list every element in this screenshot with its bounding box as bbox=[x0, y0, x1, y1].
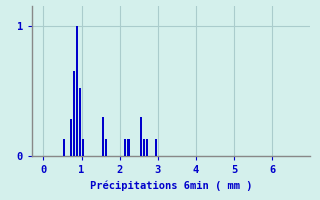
Bar bbox=[143, 139, 145, 156]
Bar bbox=[76, 26, 78, 156]
Bar bbox=[73, 71, 75, 156]
Bar bbox=[140, 117, 142, 156]
Bar bbox=[101, 117, 104, 156]
Bar bbox=[82, 139, 84, 156]
Bar bbox=[146, 139, 148, 156]
Bar bbox=[127, 139, 130, 156]
X-axis label: Précipitations 6min ( mm ): Précipitations 6min ( mm ) bbox=[90, 181, 252, 191]
Bar bbox=[70, 119, 72, 156]
Bar bbox=[105, 139, 107, 156]
Bar bbox=[63, 139, 66, 156]
Bar bbox=[155, 139, 157, 156]
Bar bbox=[124, 139, 126, 156]
Bar bbox=[79, 88, 81, 156]
